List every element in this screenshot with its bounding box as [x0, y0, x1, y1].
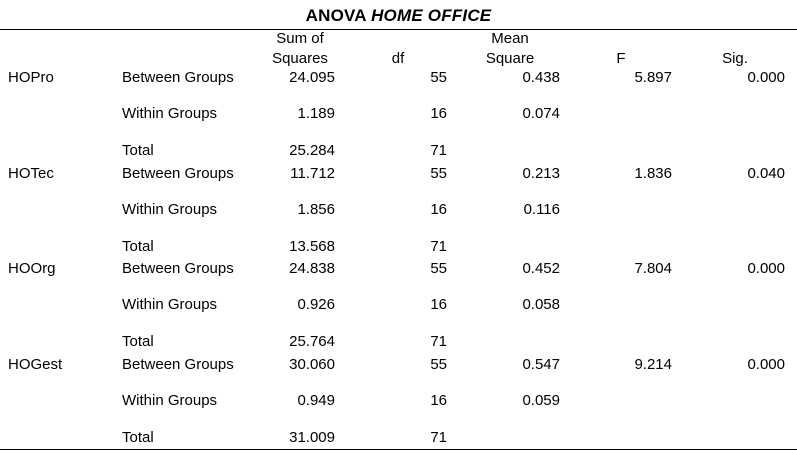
header-df-label: df	[391, 50, 405, 67]
sig-cell: 0.000	[747, 356, 785, 373]
row-label: Total	[122, 142, 154, 159]
sum-of-squares-cell: 0.926	[297, 296, 335, 313]
sum-of-squares-cell: 25.284	[289, 142, 335, 159]
row-label: Between Groups	[122, 260, 234, 277]
df-cell: 16	[430, 392, 447, 409]
sum-of-squares-cell: 30.060	[289, 356, 335, 373]
mean-square-cell: 0.438	[522, 69, 560, 86]
header-sig: Sig.	[715, 49, 755, 69]
f-cell: 1.836	[634, 165, 672, 182]
top-rule	[0, 29, 797, 30]
header-sum-of-squares: Sum of Squares	[255, 29, 345, 69]
header-mean-square-line1: Mean	[491, 30, 529, 47]
group-name: HOGest	[8, 356, 63, 373]
table-title: ANOVA HOME OFFICE	[0, 6, 797, 26]
sig-cell: 0.040	[747, 165, 785, 182]
row-label: Between Groups	[122, 165, 234, 182]
row-label: Total	[122, 429, 154, 446]
mean-square-cell: 0.547	[522, 356, 560, 373]
df-cell: 16	[430, 201, 447, 218]
header-f: F	[606, 49, 636, 69]
mean-square-cell: 0.452	[522, 260, 560, 277]
df-cell: 55	[430, 356, 447, 373]
sum-of-squares-cell: 24.095	[289, 69, 335, 86]
sum-of-squares-cell: 0.949	[297, 392, 335, 409]
sum-of-squares-cell: 24.838	[289, 260, 335, 277]
title-main: ANOVA	[305, 6, 367, 25]
row-label: Total	[122, 333, 154, 350]
sum-of-squares-cell: 11.712	[290, 165, 335, 182]
f-cell: 5.897	[634, 69, 672, 86]
df-cell: 71	[430, 333, 447, 350]
df-cell: 16	[430, 296, 447, 313]
header-sum-of-squares-line2: Squares	[272, 50, 328, 67]
f-cell: 7.804	[634, 260, 672, 277]
row-label: Within Groups	[122, 201, 218, 218]
sum-of-squares-cell: 1.856	[297, 201, 335, 218]
row-label: Between Groups	[122, 69, 234, 86]
sum-of-squares-cell: 25.764	[289, 333, 335, 350]
header-df: df	[378, 49, 418, 69]
df-cell: 55	[430, 69, 447, 86]
header-sum-of-squares-line1: Sum of	[276, 30, 324, 47]
df-cell: 55	[430, 165, 447, 182]
group-name: HOTec	[8, 165, 54, 182]
mean-square-cell: 0.116	[523, 201, 560, 218]
header-mean-square: Mean Square	[465, 29, 555, 69]
row-label: Within Groups	[122, 105, 218, 122]
row-label: Within Groups	[122, 392, 218, 409]
df-cell: 71	[430, 142, 447, 159]
row-label: Between Groups	[122, 356, 234, 373]
header-mean-square-line2: Square	[485, 50, 535, 67]
row-label: Within Groups	[122, 296, 218, 313]
df-cell: 16	[430, 105, 447, 122]
bottom-rule	[0, 449, 797, 450]
df-cell: 55	[430, 260, 447, 277]
header-f-label: F	[616, 50, 626, 67]
group-name: HOOrg	[8, 260, 56, 277]
group-name: HOPro	[8, 69, 54, 86]
sum-of-squares-cell: 1.189	[297, 105, 335, 122]
sum-of-squares-cell: 31.009	[289, 429, 335, 446]
df-cell: 71	[430, 429, 447, 446]
sig-cell: 0.000	[747, 260, 785, 277]
mean-square-cell: 0.213	[522, 165, 560, 182]
sum-of-squares-cell: 13.568	[289, 238, 335, 255]
mean-square-cell: 0.074	[522, 105, 560, 122]
sig-cell: 0.000	[747, 69, 785, 86]
header-sig-label: Sig.	[722, 50, 748, 67]
df-cell: 71	[430, 238, 447, 255]
row-label: Total	[122, 238, 154, 255]
title-sub: HOME OFFICE	[371, 6, 492, 25]
mean-square-cell: 0.058	[522, 296, 560, 313]
mean-square-cell: 0.059	[522, 392, 560, 409]
f-cell: 9.214	[634, 356, 672, 373]
